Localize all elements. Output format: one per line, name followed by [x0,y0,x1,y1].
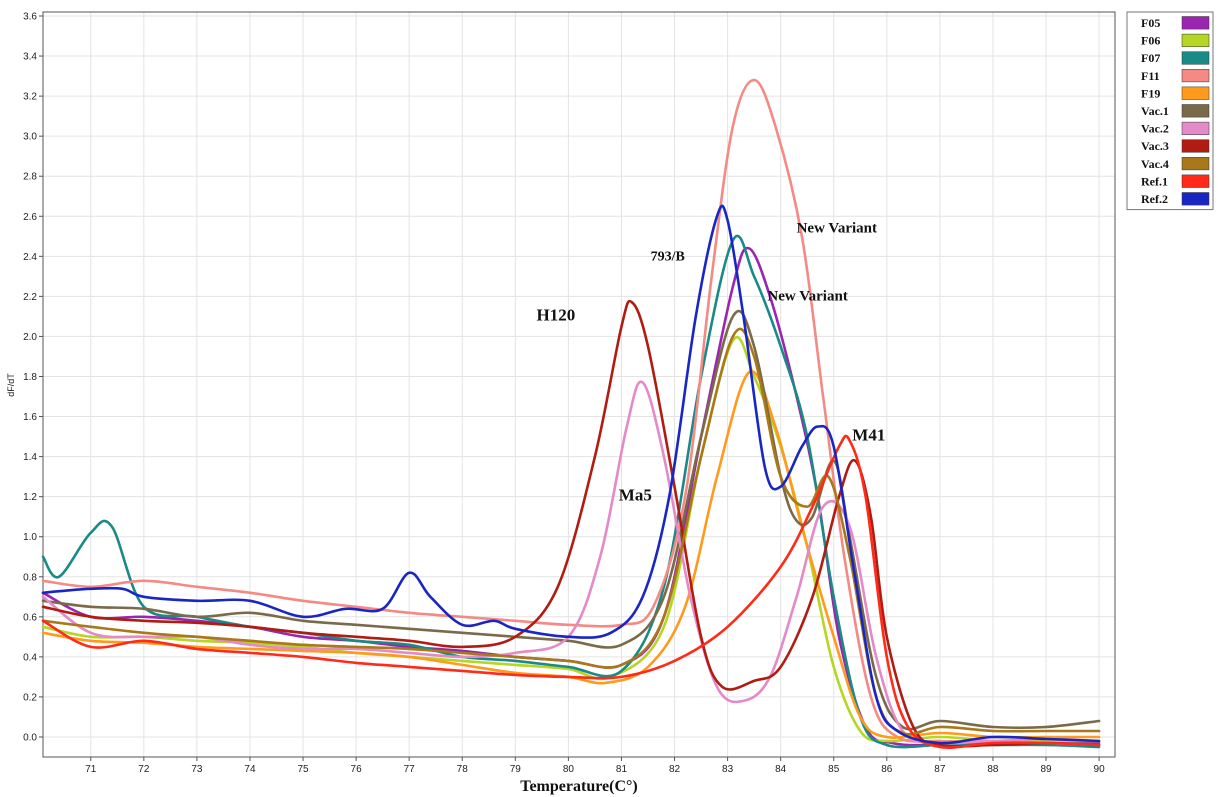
x-axis-label: Temperature(C°) [520,778,637,795]
x-tick-label: 81 [616,764,628,775]
y-tick-label: 1.8 [23,372,37,383]
x-tick-label: 76 [351,764,363,775]
series-line-vac3 [41,299,1101,748]
y-tick-label: 0.6 [23,612,37,623]
legend-swatch [1181,16,1210,30]
grid-lines [43,12,1115,757]
y-tick-label: 1.2 [23,492,37,503]
x-tick-label: 84 [775,764,787,775]
legend-swatch [1181,121,1210,135]
legend-swatch [1181,51,1210,65]
y-tick-label: 0.8 [23,572,37,583]
annotation-label: New Variant [797,220,877,236]
x-tick-label: 80 [563,764,575,775]
legend-swatch [1181,174,1210,188]
legend: F05 F06 F07 F11 F19 Vac.1 Vac.2 Vac.3 Vac.4 Ref.1… [1126,11,1214,211]
annotation-label: Ma5 [619,486,652,505]
x-tick-label: 88 [987,764,999,775]
y-tick-label: 3.0 [23,132,37,143]
legend-swatch [1181,86,1210,100]
series-line-vac2 [41,380,1101,747]
series-line-vac4 [41,327,1101,736]
legend-label: Ref.1 [1141,174,1168,188]
series-line-f19 [41,369,1101,739]
series-line-f07 [41,234,1101,749]
legend-swatch [1181,104,1210,118]
legend-label: Vac.1 [1141,104,1169,118]
legend-swatch [1181,157,1210,171]
y-tick-label: 1.0 [23,532,37,543]
y-tick-label: 2.8 [23,172,37,183]
legend-swatch [1181,139,1210,153]
y-tick-label: 2.6 [23,212,37,223]
series-line-f11 [41,78,1101,743]
y-tick-label: 2.4 [23,252,37,263]
x-tick-label: 86 [881,764,893,775]
x-tick-label: 79 [510,764,522,775]
series-layer [41,78,1101,749]
y-tick-label: 0.0 [23,732,37,743]
legend-label: Ref.2 [1141,192,1168,206]
annotation-label: M41 [852,426,885,445]
y-tick-label: 3.4 [23,52,37,63]
x-tick-label: 90 [1094,764,1106,775]
legend-label: F19 [1141,86,1160,100]
series-line-ref1 [41,434,1101,749]
x-tick-label: 74 [244,764,256,775]
legend-swatch [1181,192,1210,206]
x-tick-label: 82 [669,764,681,775]
legend-swatch [1181,33,1210,47]
legend-label: F05 [1141,16,1160,30]
annotations: New Variant 793/B New Variant H120 M41 Ma5 [537,220,886,504]
series-line-ref2 [41,204,1101,745]
y-tick-label: 2.0 [23,332,37,343]
y-tick-label: 2.2 [23,292,37,303]
x-axis-ticks: 71 72 73 74 75 76 77 78 79 80 81 82 83 84 85 86 87 88 89 90 [85,757,1105,775]
legend-swatch [1181,69,1210,83]
y-axis-label: dF/dT [6,373,16,397]
x-tick-label: 78 [457,764,469,775]
y-tick-label: 3.6 [23,12,37,23]
legend-label: F11 [1141,69,1160,83]
annotation-label: 793/B [651,249,685,264]
legend-label: F06 [1141,34,1160,48]
y-tick-label: 1.4 [23,452,37,463]
series-line-f06 [41,336,1101,743]
y-tick-label: 0.4 [23,652,37,663]
legend-label: Vac.4 [1141,157,1169,171]
x-tick-label: 73 [191,764,203,775]
x-tick-label: 75 [297,764,309,775]
y-tick-label: 1.6 [23,412,37,423]
series-line-vac1 [41,309,1101,731]
y-tick-label: 0.2 [23,692,37,703]
legend-label: Vac.2 [1141,122,1169,136]
x-tick-label: 72 [138,764,150,775]
legend-label: F07 [1141,51,1160,65]
annotation-label: H120 [537,305,576,324]
x-tick-label: 83 [722,764,734,775]
x-tick-label: 85 [828,764,840,775]
annotation-label: New Variant [767,288,847,304]
plot-frame [42,11,1116,758]
x-tick-label: 77 [404,764,416,775]
x-tick-label: 89 [1040,764,1052,775]
legend-label: Vac.3 [1141,139,1169,153]
x-tick-label: 87 [934,764,946,775]
y-axis-ticks: 0.0 0.2 0.4 0.6 0.8 1.0 1.2 1.4 1.6 1.8 2.0 2.2 2.4 2… [23,12,43,743]
x-tick-label: 71 [85,764,97,775]
y-tick-label: 3.2 [23,92,37,103]
